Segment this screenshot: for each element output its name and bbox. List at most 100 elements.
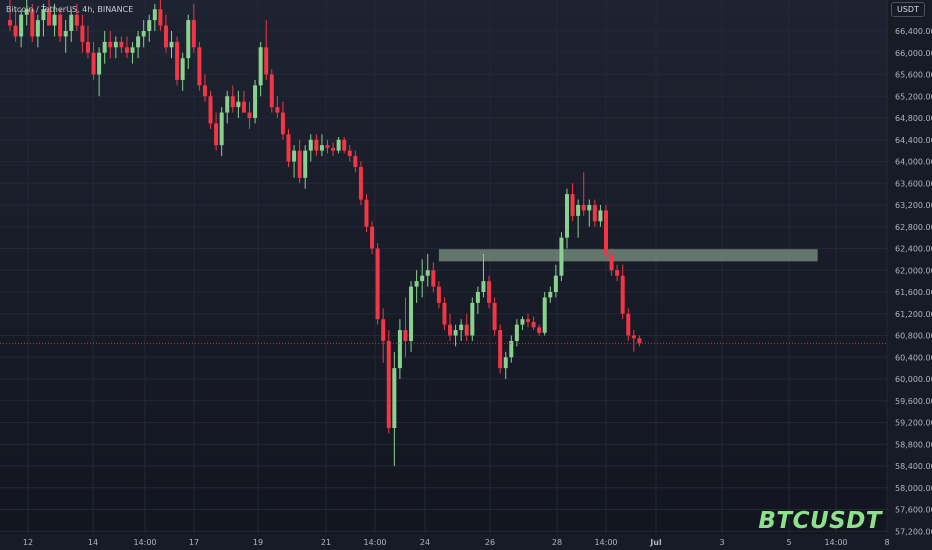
candle-body bbox=[158, 9, 163, 26]
candle-body bbox=[498, 330, 503, 369]
candle-body bbox=[453, 330, 458, 336]
candle-body bbox=[537, 327, 542, 333]
candle-body bbox=[470, 302, 475, 336]
candle-body bbox=[358, 166, 363, 200]
candle-body bbox=[375, 248, 380, 320]
candle-body bbox=[514, 324, 519, 341]
candle-body bbox=[414, 281, 419, 287]
x-tick-label: 14:00 bbox=[594, 538, 617, 547]
resistance-zone-rect bbox=[438, 249, 818, 262]
candle-body bbox=[303, 150, 308, 178]
candle-body bbox=[487, 281, 492, 303]
candle-body bbox=[509, 340, 514, 358]
candle-body bbox=[609, 253, 614, 271]
y-tick-label: 63,200.00 bbox=[895, 201, 932, 210]
x-tick-label: 21 bbox=[321, 538, 331, 547]
candle-body bbox=[308, 139, 313, 151]
candle-body bbox=[152, 9, 157, 21]
candle-body bbox=[147, 20, 152, 31]
candle-body bbox=[52, 14, 57, 26]
candle-body bbox=[13, 25, 18, 37]
candle-body bbox=[236, 101, 241, 108]
candle-body bbox=[102, 41, 107, 53]
x-tick-label: 5 bbox=[786, 538, 791, 547]
candle-body bbox=[24, 9, 29, 15]
y-tick-label: 66,400.00 bbox=[895, 27, 932, 36]
candle-body bbox=[442, 302, 447, 325]
time-axis-bg bbox=[0, 534, 888, 550]
candle-body bbox=[280, 112, 285, 135]
y-tick-label: 61,200.00 bbox=[895, 310, 932, 319]
y-tick-label: 58,800.00 bbox=[895, 440, 932, 449]
candle-body bbox=[30, 9, 35, 37]
y-tick-label: 64,400.00 bbox=[895, 136, 932, 145]
candle-body bbox=[41, 9, 46, 21]
candle-body bbox=[286, 134, 291, 162]
candle-body bbox=[175, 41, 180, 80]
candle-body bbox=[163, 25, 168, 48]
candle-body bbox=[576, 205, 581, 216]
resistance-zone bbox=[438, 249, 818, 262]
y-tick-label: 60,000.00 bbox=[895, 375, 932, 384]
candle-body bbox=[247, 112, 252, 118]
candle-body bbox=[603, 210, 608, 254]
price-line: 60,654.80 bbox=[0, 336, 932, 351]
candle-body bbox=[124, 47, 129, 53]
candle-body bbox=[570, 194, 575, 216]
y-tick-label: 57,600.00 bbox=[895, 506, 932, 515]
watermark: BTCUSDT bbox=[758, 508, 882, 534]
candle-body bbox=[520, 319, 525, 325]
grid bbox=[0, 0, 888, 534]
candle-body bbox=[297, 150, 302, 178]
candle-body bbox=[475, 292, 480, 303]
x-tick-label: 3 bbox=[719, 538, 724, 547]
symbol-title: Bitcoin / TetherUS, 4h, BINANCE bbox=[6, 5, 134, 14]
candle-body bbox=[526, 319, 531, 322]
y-tick-label: 63,600.00 bbox=[895, 179, 932, 188]
candle-body bbox=[202, 85, 207, 97]
y-tick-label: 64,000.00 bbox=[895, 158, 932, 167]
candle-body bbox=[85, 41, 90, 53]
x-tick-label: 14:00 bbox=[824, 538, 847, 547]
candle-body bbox=[35, 20, 40, 37]
y-tick-label: 58,000.00 bbox=[895, 484, 932, 493]
candle-body bbox=[136, 36, 141, 48]
candle-body bbox=[481, 281, 486, 292]
candle-body bbox=[141, 31, 146, 37]
y-tick-label: 60,400.00 bbox=[895, 353, 932, 362]
candle-body bbox=[370, 226, 375, 249]
candle-body bbox=[637, 338, 642, 344]
candle-body bbox=[403, 330, 408, 341]
candle-body bbox=[548, 292, 553, 298]
candle-body bbox=[615, 270, 620, 276]
candle-body bbox=[108, 41, 113, 48]
candle-body bbox=[598, 210, 603, 222]
candle-body bbox=[503, 357, 508, 369]
candle-body bbox=[464, 324, 469, 336]
x-tick-label: 19 bbox=[253, 538, 263, 547]
candle-body bbox=[553, 275, 558, 292]
candle-body bbox=[314, 139, 319, 151]
candle-body bbox=[214, 123, 219, 146]
candle-body bbox=[230, 96, 235, 108]
candle-body bbox=[431, 270, 436, 287]
candle-body bbox=[197, 47, 202, 86]
candle-body bbox=[581, 205, 586, 211]
candle-body bbox=[626, 313, 631, 336]
candle-body bbox=[19, 14, 24, 37]
x-tick-label: 26 bbox=[485, 538, 495, 547]
candle-body bbox=[219, 112, 224, 146]
candle-body bbox=[258, 47, 263, 86]
candle-body bbox=[8, 20, 12, 26]
x-tick-label: 24 bbox=[420, 538, 430, 547]
currency-button[interactable]: USDT bbox=[891, 2, 925, 17]
x-tick-label: 12 bbox=[23, 538, 33, 547]
candle-body bbox=[336, 139, 341, 151]
candle-body bbox=[592, 205, 597, 222]
candle-body bbox=[381, 319, 386, 341]
candle-body bbox=[97, 52, 102, 75]
candle-body bbox=[91, 52, 96, 75]
candle-body bbox=[253, 85, 258, 118]
candle-body bbox=[319, 145, 324, 151]
